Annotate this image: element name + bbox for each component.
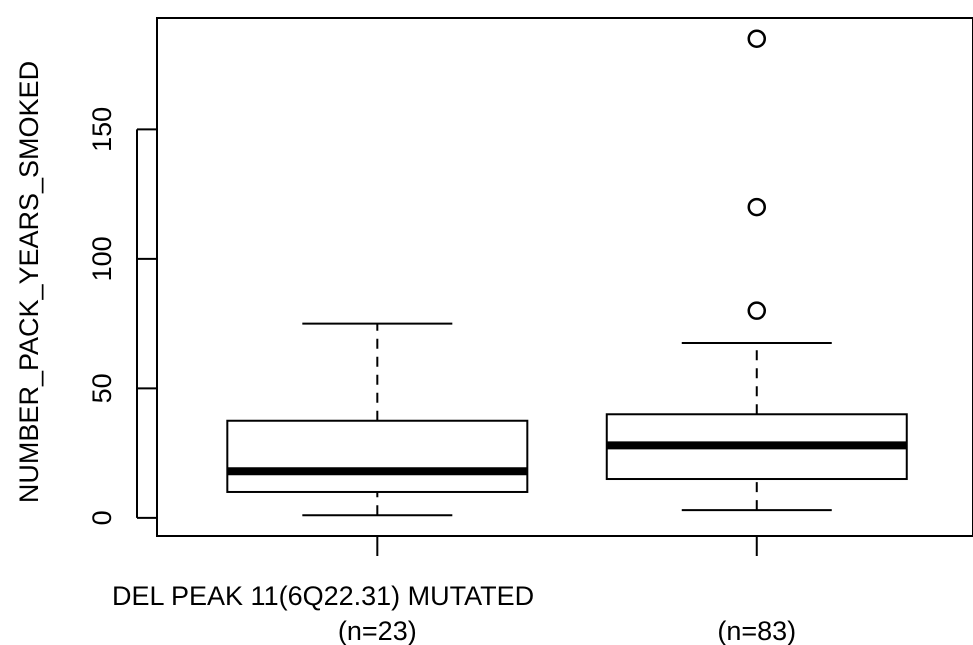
y-tick-label: 50 — [87, 373, 117, 403]
y-axis: 0 50 100 150 — [87, 107, 157, 525]
x-tick-label: (n=83) — [717, 616, 796, 645]
box-group — [605, 29, 908, 512]
y-tick-label: 0 — [87, 510, 117, 525]
y-axis-label: NUMBER_PACK_YEARS_SMOKED — [14, 61, 44, 503]
x-axis-label: DEL PEAK 11(6Q22.31) MUTATED — [112, 581, 534, 611]
x-tick-label: (n=23) — [338, 616, 417, 645]
outlier-point — [747, 301, 767, 320]
y-tick-label: 150 — [87, 107, 117, 152]
outlier-point — [747, 29, 767, 48]
box — [226, 419, 529, 493]
y-tick-label: 100 — [87, 236, 117, 281]
box-group — [226, 322, 529, 517]
outlier-point — [747, 197, 767, 217]
x-axis: (n=23) (n=83) — [338, 536, 796, 645]
boxes — [226, 29, 908, 517]
plot-frame — [156, 17, 973, 537]
